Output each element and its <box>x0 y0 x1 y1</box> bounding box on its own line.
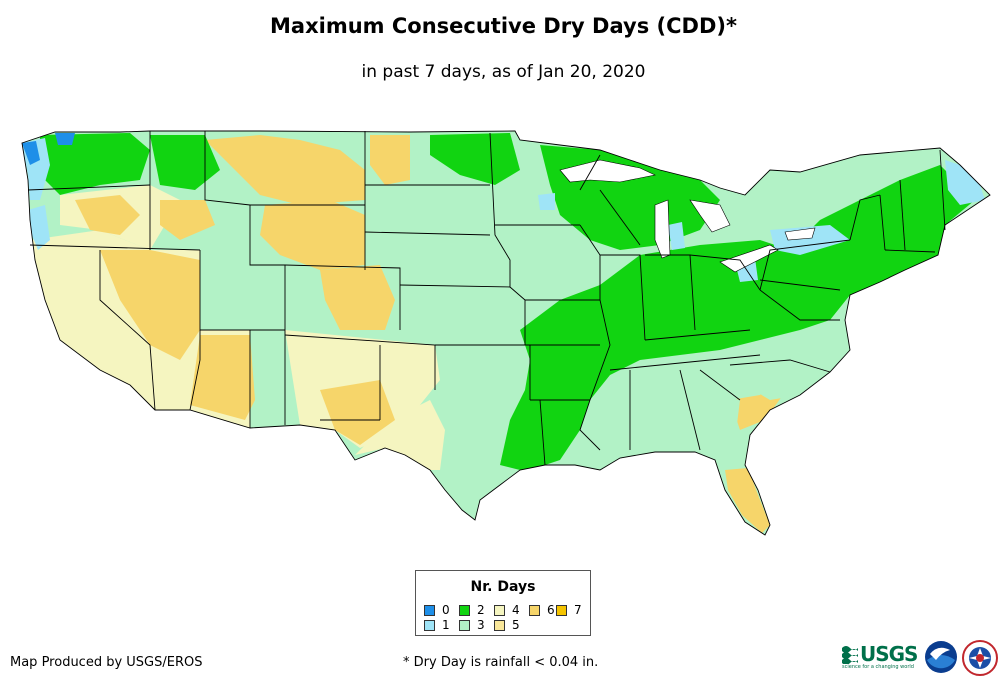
legend-swatch-6 <box>529 605 540 616</box>
legend-item-1: 1 <box>424 619 450 631</box>
legend-item-5: 5 <box>494 619 520 631</box>
dry-day-footnote: * Dry Day is rainfall < 0.04 in. <box>403 655 599 670</box>
lake-superior <box>559 159 656 183</box>
usgs-wave-icon <box>842 646 858 664</box>
region-2-days-pacificnw <box>40 133 150 195</box>
lake-ontario <box>784 227 816 241</box>
legend: Nr. Days 0 1 2 3 4 5 6 7 <box>415 570 591 636</box>
region-6-days-newmexico <box>320 380 395 445</box>
region-6-days-colorado <box>320 265 395 330</box>
region-0-days-puget <box>22 141 40 165</box>
region-6-days-arizona <box>190 335 255 420</box>
region-1-day-minnesota <box>538 193 555 210</box>
legend-swatch-2 <box>459 605 470 616</box>
region-6-days-oregon <box>75 195 140 235</box>
region-6-days-northdakota <box>370 135 410 185</box>
legend-item-2: 2 <box>459 604 485 616</box>
region-3-days-southeast <box>625 390 740 452</box>
map-title: Maximum Consecutive Dry Days (CDD)* <box>270 14 737 38</box>
region-0-days-north <box>55 133 75 145</box>
state-borders <box>21 130 991 536</box>
legend-item-3: 3 <box>459 619 485 631</box>
region-2-days-east <box>500 165 975 470</box>
region-4-days-texas-west <box>355 400 445 470</box>
map-subtitle: in past 7 days, as of Jan 20, 2020 <box>361 62 646 82</box>
map-credit: Map Produced by USGS/EROS <box>10 655 203 670</box>
legend-item-6: 6 <box>529 604 555 616</box>
noaa-logo <box>925 641 957 673</box>
region-6-days-nevada <box>100 250 200 360</box>
legend-title: Nr. Days <box>470 579 536 595</box>
legend-swatch-7 <box>556 605 567 616</box>
legend-swatch-4 <box>494 605 505 616</box>
region-6-days-montana <box>205 135 365 205</box>
lake-erie <box>719 244 779 273</box>
cdd-map <box>21 130 991 536</box>
legend-item-7: 7 <box>556 604 582 616</box>
usgs-logo: USGS science for a changing world <box>842 642 918 670</box>
region-6-days-florida <box>725 468 770 533</box>
region-3-days-midatlantic <box>740 345 830 400</box>
region-6-days-idaho <box>160 200 215 240</box>
region-6-days-wyoming <box>260 200 365 270</box>
lake-huron <box>689 199 731 233</box>
region-2-days-dakota <box>430 133 520 185</box>
legend-swatch-0 <box>424 605 435 616</box>
lake-michigan <box>654 199 671 259</box>
legend-item-0: 0 <box>424 604 450 616</box>
nws-logo <box>962 640 998 676</box>
region-1-day-michigan <box>668 222 685 250</box>
legend-swatch-1 <box>424 620 435 631</box>
legend-swatch-3 <box>459 620 470 631</box>
region-1-day-oregon-coast <box>28 205 50 250</box>
region-2-days-idaho <box>150 135 220 190</box>
legend-swatch-5 <box>494 620 505 631</box>
legend-item-4: 4 <box>494 604 520 616</box>
